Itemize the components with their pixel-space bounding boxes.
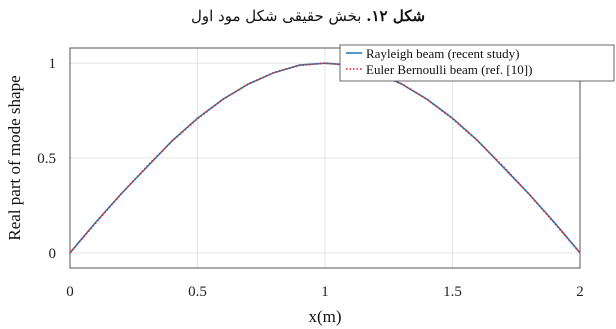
x-tick-label: 1.5	[443, 284, 462, 300]
x-tick-label: 2	[576, 284, 584, 300]
figure-caption-label: شکل ۱۲.	[366, 7, 426, 25]
legend-label-euler-bernoulli: Euler Bernoulli beam (ref. [10])	[366, 62, 532, 77]
series-layer	[69, 62, 581, 254]
x-axis-label: x(m)	[308, 307, 341, 326]
y-tick-label: 0	[49, 246, 57, 262]
y-tick-label: 0.5	[37, 151, 56, 167]
x-tick-label: 1	[321, 284, 329, 300]
x-tick-label: 0	[66, 284, 74, 300]
legend-label-rayleigh: Rayleigh beam (recent study)	[366, 46, 519, 61]
legend: Rayleigh beam (recent study) Euler Berno…	[339, 44, 615, 82]
tick-labels: 0 0.5 1 1.5 2 0 0.5 1	[37, 56, 584, 300]
legend-box	[339, 44, 615, 82]
figure-caption: شکل ۱۲. بخش حقیقی شکل مود اول	[0, 2, 616, 30]
x-tick-label: 0.5	[188, 284, 207, 300]
plot-frame	[69, 47, 581, 269]
y-tick-label: 1	[49, 56, 57, 72]
y-axis-label: Real part of mode shape	[5, 75, 24, 240]
series-line-euler-bernoulli	[69, 62, 581, 254]
figure-caption-text: بخش حقیقی شکل مود اول	[190, 7, 367, 25]
